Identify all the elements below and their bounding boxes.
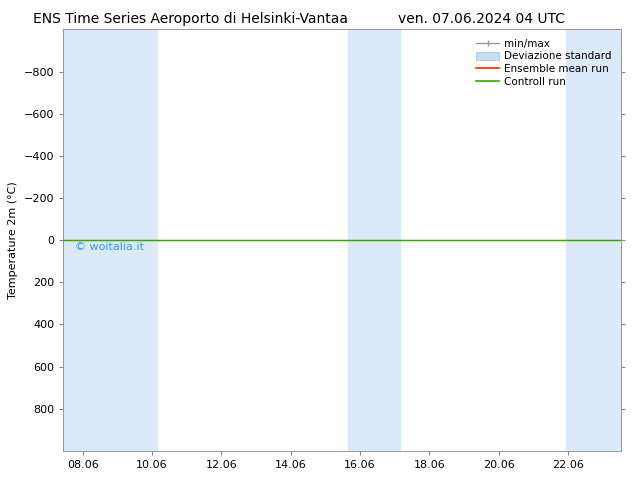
Text: ven. 07.06.2024 04 UTC: ven. 07.06.2024 04 UTC (398, 12, 566, 26)
Bar (63, 29, 157, 451)
Text: ENS Time Series Aeroporto di Helsinki-Vantaa: ENS Time Series Aeroporto di Helsinki-Va… (33, 12, 347, 26)
Y-axis label: Temperature 2m (°C): Temperature 2m (°C) (8, 181, 18, 299)
Text: © woitalia.it: © woitalia.it (75, 242, 143, 252)
Bar (566, 29, 621, 451)
Bar (347, 29, 399, 451)
Legend: min/max, Deviazione standard, Ensemble mean run, Controll run: min/max, Deviazione standard, Ensemble m… (472, 35, 616, 91)
